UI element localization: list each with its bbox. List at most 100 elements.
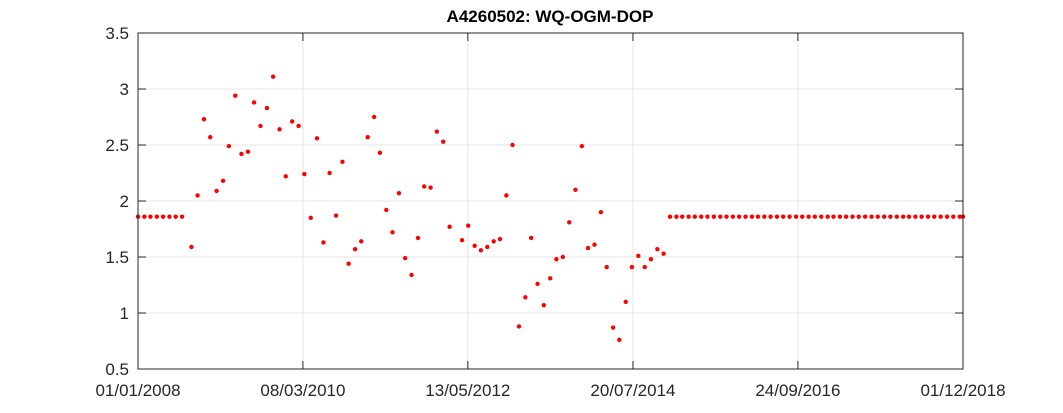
data-point	[459, 238, 465, 243]
data-point	[148, 214, 153, 219]
data-point	[736, 214, 742, 219]
data-point	[680, 214, 685, 219]
data-point	[787, 214, 792, 219]
data-point	[195, 193, 200, 198]
y-tick-label: 3	[120, 80, 129, 99]
data-point	[705, 214, 710, 219]
data-point	[541, 302, 546, 308]
data-point	[154, 214, 160, 219]
data-point	[617, 337, 622, 343]
data-point	[308, 215, 313, 220]
data-point	[201, 117, 207, 122]
data-point	[623, 299, 628, 304]
data-point	[167, 214, 172, 219]
data-point	[173, 214, 178, 219]
data-point	[856, 214, 861, 219]
x-tick-label: 01/01/2008	[95, 381, 180, 400]
data-point	[421, 184, 427, 189]
data-point	[220, 178, 226, 184]
data-point	[900, 214, 906, 219]
data-point	[491, 239, 496, 244]
data-point	[270, 74, 276, 79]
data-point	[384, 207, 389, 213]
data-point	[629, 264, 635, 270]
x-tick-label: 08/03/2010	[260, 381, 345, 400]
data-point	[724, 214, 729, 219]
data-point	[179, 214, 185, 219]
data-point	[352, 246, 358, 252]
y-tick-label: 0.5	[105, 360, 129, 379]
data-point	[906, 214, 912, 219]
data-point	[434, 129, 439, 134]
data-point	[843, 214, 849, 219]
data-point	[711, 214, 717, 219]
data-point	[699, 214, 704, 219]
data-point	[825, 214, 830, 219]
data-point	[831, 214, 836, 219]
data-point	[743, 214, 748, 219]
data-point	[160, 214, 166, 219]
data-point	[214, 188, 219, 194]
data-point	[932, 214, 937, 219]
data-point	[233, 93, 238, 98]
data-point	[314, 136, 320, 141]
data-point	[504, 193, 509, 198]
data-point	[359, 239, 364, 244]
data-point	[875, 214, 880, 219]
data-point	[592, 242, 597, 247]
data-point	[415, 235, 421, 241]
data-point	[837, 214, 843, 219]
data-point	[346, 261, 351, 266]
tick-marks	[137, 32, 964, 370]
x-tick-labels: 01/01/2008 08/03/2010 13/05/2012 20/07/2014…	[95, 381, 1005, 400]
data-point	[661, 251, 666, 256]
data-point	[535, 281, 540, 287]
data-point	[749, 214, 755, 219]
data-point	[819, 214, 824, 219]
data-point	[667, 214, 673, 219]
data-point	[806, 214, 811, 219]
data-point	[547, 276, 553, 281]
data-point	[862, 214, 868, 219]
x-tick-label: 13/05/2012	[425, 381, 510, 400]
y-tick-label: 1.5	[105, 248, 129, 267]
x-tick-label: 01/12/2018	[920, 381, 1005, 400]
data-point	[447, 224, 452, 229]
data-point	[938, 214, 943, 219]
data-point	[913, 214, 918, 219]
data-point	[226, 143, 232, 149]
data-point	[800, 214, 805, 219]
data-point	[396, 190, 402, 196]
data-point	[340, 159, 345, 164]
data-point	[919, 214, 924, 219]
data-point	[428, 185, 433, 190]
y-tick-label: 3.5	[105, 24, 129, 43]
y-tick-label: 1	[120, 304, 129, 323]
data-point	[610, 325, 616, 330]
data-point	[944, 214, 950, 219]
data-point	[377, 150, 383, 156]
data-point	[365, 134, 370, 140]
chart-title: A4260502: WQ-OGM-DOP	[447, 7, 654, 26]
data-point	[560, 254, 566, 260]
data-point	[441, 139, 446, 144]
data-point	[655, 246, 660, 252]
data-point	[718, 214, 723, 219]
data-point	[528, 235, 534, 241]
data-point	[327, 170, 332, 176]
data-point	[604, 264, 609, 270]
data-point	[510, 142, 515, 148]
data-point	[409, 272, 414, 278]
data-point	[869, 214, 874, 219]
data-point	[472, 243, 477, 248]
data-point	[239, 151, 244, 157]
data-point	[296, 123, 301, 129]
grid-lines	[138, 33, 963, 369]
data-point	[768, 214, 773, 219]
data-point	[567, 220, 572, 225]
data-point	[762, 214, 767, 219]
data-point	[951, 214, 956, 219]
data-point	[390, 230, 395, 235]
x-tick-label: 20/07/2014	[590, 381, 675, 400]
